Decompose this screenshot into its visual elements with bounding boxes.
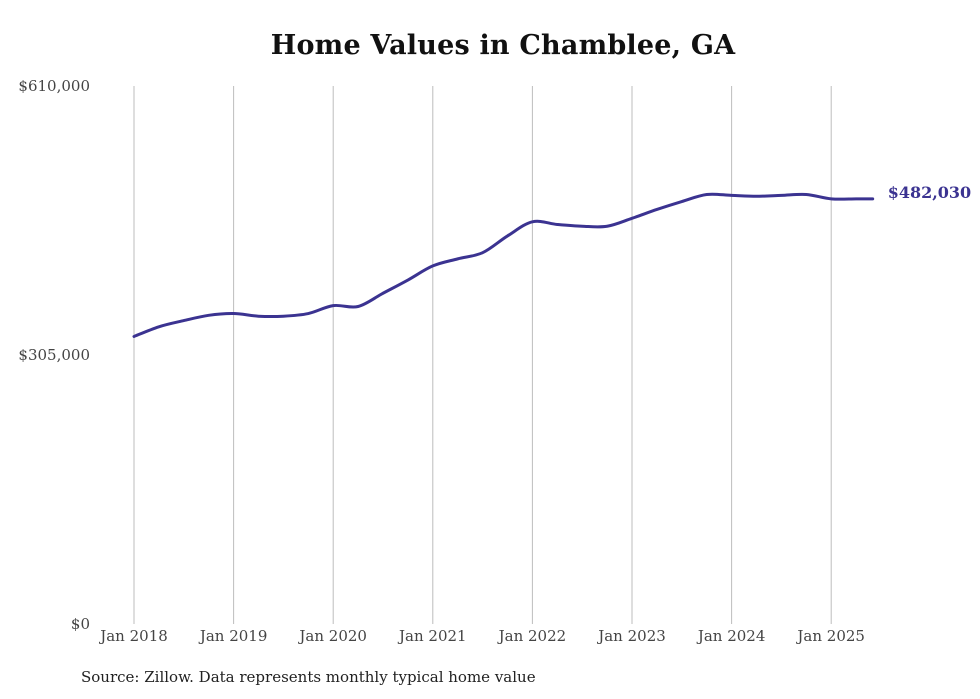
x-tick-label: Jan 2022 bbox=[497, 627, 567, 645]
y-tick-label: $0 bbox=[71, 615, 90, 633]
x-tick-label: Jan 2021 bbox=[397, 627, 467, 645]
y-tick-label: $610,000 bbox=[18, 77, 90, 95]
line-chart: Jan 2018 Jan 2019 Jan 2020 Jan 2021 Jan 2022… bbox=[18, 77, 972, 645]
x-tick-label: Jan 2025 bbox=[795, 627, 865, 645]
chart-title: Home Values in Chamblee, GA bbox=[270, 30, 736, 61]
x-tick-label: Jan 2023 bbox=[596, 627, 666, 645]
x-tick-label: Jan 2019 bbox=[198, 627, 268, 645]
y-axis-ticks: $0 $305,000 $610,000 bbox=[18, 77, 90, 633]
grid-lines bbox=[133, 86, 832, 624]
end-value-label: $482,030 bbox=[888, 183, 972, 202]
series-line bbox=[132, 192, 875, 338]
x-axis-ticks: Jan 2018 Jan 2019 Jan 2020 Jan 2021 Jan 2022… bbox=[98, 627, 865, 645]
x-tick-label: Jan 2024 bbox=[696, 627, 766, 645]
y-tick-label: $305,000 bbox=[18, 346, 90, 364]
series-home-value bbox=[132, 192, 875, 338]
end-value-label-group: $482,030 bbox=[888, 183, 972, 202]
source-note: Source: Zillow. Data represents monthly … bbox=[81, 668, 536, 686]
x-tick-label: Jan 2018 bbox=[98, 627, 168, 645]
x-tick-label: Jan 2020 bbox=[297, 627, 367, 645]
